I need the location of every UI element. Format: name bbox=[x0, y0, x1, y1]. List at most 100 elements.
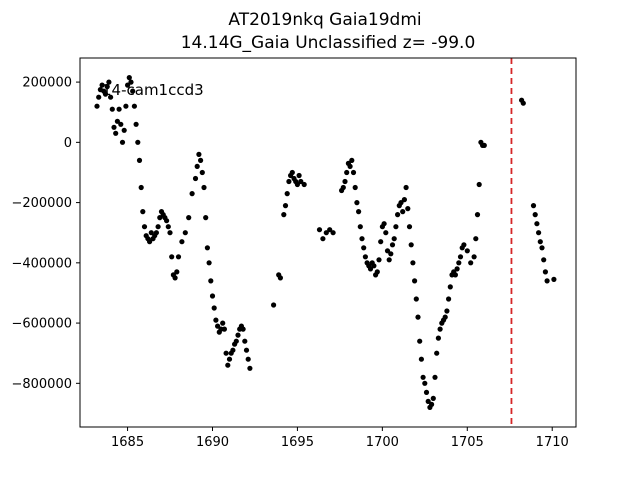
data-point bbox=[532, 212, 538, 218]
data-point bbox=[174, 269, 180, 275]
data-point bbox=[406, 224, 413, 230]
data-point bbox=[405, 206, 411, 212]
data-point bbox=[243, 347, 250, 353]
y-tick-label: −800000 bbox=[11, 377, 72, 392]
data-point bbox=[417, 338, 423, 344]
data-point bbox=[130, 88, 136, 94]
data-point bbox=[96, 94, 102, 100]
data-point bbox=[196, 151, 202, 157]
data-point bbox=[179, 239, 185, 245]
data-point bbox=[357, 224, 363, 230]
data-point bbox=[386, 257, 392, 263]
data-point bbox=[220, 320, 226, 326]
data-point bbox=[388, 251, 394, 257]
data-point bbox=[474, 212, 481, 218]
data-point bbox=[473, 236, 479, 242]
data-point bbox=[128, 79, 134, 85]
data-point bbox=[140, 209, 146, 215]
data-point bbox=[125, 82, 131, 88]
data-point bbox=[442, 314, 448, 320]
data-point bbox=[301, 181, 307, 188]
data-point bbox=[247, 365, 253, 371]
data-point bbox=[175, 254, 182, 260]
data-point bbox=[213, 317, 219, 323]
data-point bbox=[471, 254, 477, 260]
data-point bbox=[541, 257, 547, 263]
data-point bbox=[194, 163, 200, 169]
data-point bbox=[169, 254, 175, 260]
x-tick-label: 1690 bbox=[196, 435, 229, 450]
data-point bbox=[277, 275, 283, 281]
data-point bbox=[121, 127, 127, 133]
y-tick-label: −600000 bbox=[11, 317, 72, 332]
data-point bbox=[429, 401, 435, 407]
data-point bbox=[138, 184, 144, 191]
data-point bbox=[389, 242, 396, 248]
data-point bbox=[454, 266, 460, 272]
data-point bbox=[215, 323, 221, 329]
data-point bbox=[155, 224, 161, 230]
data-point bbox=[208, 278, 214, 284]
data-point bbox=[296, 172, 302, 179]
data-point bbox=[420, 374, 426, 380]
x-tick-label: 1685 bbox=[111, 435, 144, 450]
y-tick-label: 0 bbox=[64, 136, 72, 151]
data-point bbox=[164, 218, 170, 224]
data-point bbox=[198, 157, 204, 163]
data-point bbox=[391, 236, 397, 242]
data-point bbox=[104, 84, 110, 90]
data-point bbox=[131, 103, 137, 109]
data-point bbox=[286, 178, 292, 185]
data-point bbox=[395, 212, 401, 218]
data-point bbox=[126, 75, 132, 81]
data-point bbox=[148, 230, 154, 236]
data-point bbox=[551, 276, 557, 282]
data-point bbox=[537, 239, 543, 245]
y-tick-label: 200000 bbox=[22, 76, 72, 91]
data-point bbox=[211, 305, 217, 311]
data-point bbox=[284, 191, 290, 197]
data-point bbox=[398, 200, 404, 206]
data-point bbox=[106, 79, 112, 85]
data-point bbox=[376, 257, 382, 263]
data-point bbox=[141, 224, 148, 230]
data-point bbox=[534, 221, 540, 227]
data-point bbox=[423, 389, 430, 395]
data-point bbox=[221, 326, 227, 332]
data-point bbox=[408, 242, 414, 248]
data-point bbox=[520, 100, 526, 106]
data-point bbox=[415, 314, 421, 320]
data-point bbox=[430, 395, 436, 401]
data-point bbox=[481, 142, 487, 148]
data-point bbox=[362, 254, 368, 260]
data-point bbox=[361, 245, 367, 251]
data-point bbox=[435, 335, 441, 341]
ccd-annotation: 14-cam1ccd3 bbox=[102, 81, 204, 99]
data-point bbox=[182, 230, 188, 236]
data-point bbox=[157, 215, 163, 221]
data-point bbox=[539, 245, 545, 251]
data-point bbox=[282, 203, 289, 209]
data-point bbox=[167, 230, 173, 236]
data-point bbox=[118, 121, 124, 127]
data-point bbox=[447, 284, 453, 290]
data-point bbox=[172, 275, 178, 281]
data-point bbox=[136, 157, 143, 163]
data-point bbox=[242, 338, 248, 344]
data-point bbox=[153, 230, 159, 236]
data-point bbox=[383, 230, 389, 236]
data-point bbox=[464, 248, 470, 254]
data-point bbox=[186, 215, 192, 221]
data-point bbox=[223, 350, 229, 356]
data-point bbox=[340, 184, 346, 191]
data-point bbox=[147, 239, 153, 245]
data-point bbox=[403, 184, 409, 191]
data-point bbox=[199, 169, 205, 176]
data-point bbox=[476, 181, 482, 188]
data-point bbox=[133, 121, 139, 127]
data-point bbox=[356, 209, 362, 215]
data-point bbox=[530, 203, 537, 209]
data-point bbox=[233, 338, 239, 344]
data-point bbox=[542, 269, 549, 275]
